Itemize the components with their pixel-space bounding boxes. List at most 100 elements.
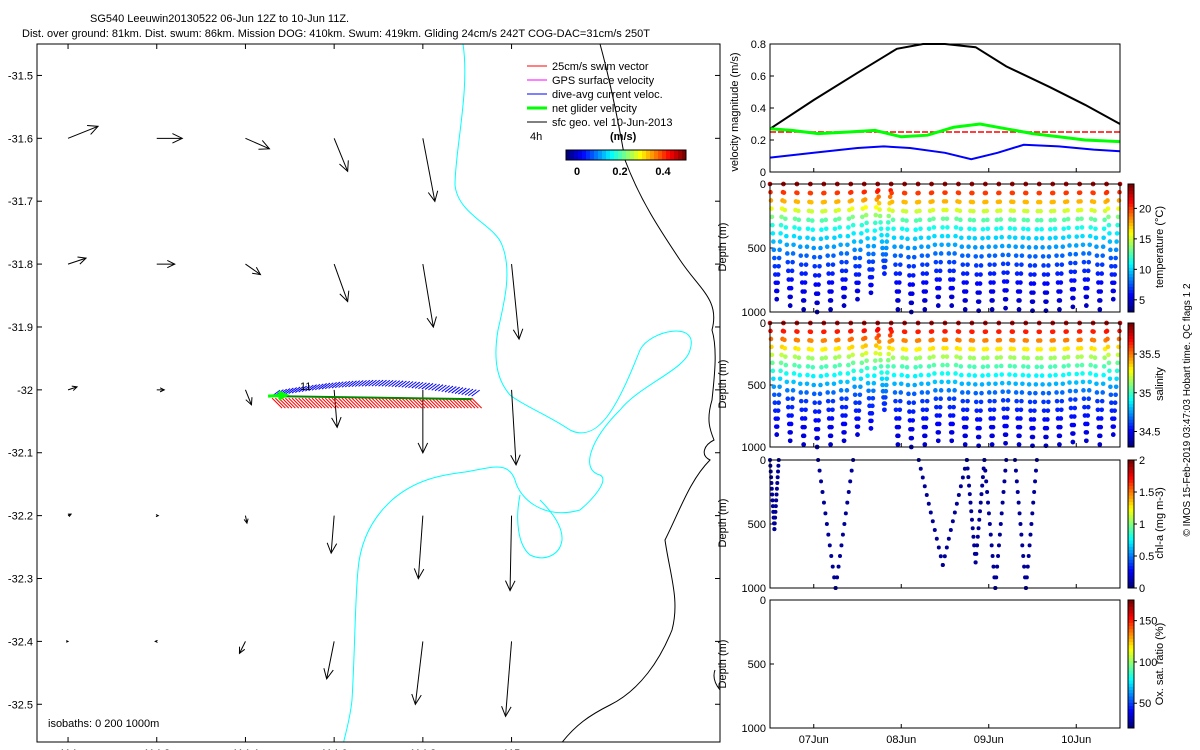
- map-colorbar-segment: [610, 150, 615, 160]
- panel-colorbar-segment: [1128, 632, 1134, 636]
- map-ytick-label: -31.5: [8, 70, 33, 82]
- profile-point: [871, 243, 877, 249]
- panel-colorbar-segment: [1128, 715, 1134, 719]
- sfc-velocity-arrow-head: [501, 705, 512, 718]
- profile-point: [903, 209, 909, 214]
- profile-point: [1066, 363, 1071, 368]
- profile-point: [1082, 404, 1087, 410]
- sfc-velocity-arrow-head: [167, 260, 176, 269]
- profile-point: [1025, 217, 1030, 223]
- profile-point: [838, 242, 843, 248]
- panel-colorbar-segment: [1128, 648, 1134, 652]
- dive-avg-current-vector: [468, 389, 477, 397]
- chl-profile-point: [967, 483, 972, 488]
- profile-point: [1047, 373, 1053, 378]
- profile-point: [850, 352, 855, 358]
- profile-point: [790, 388, 796, 393]
- profile-point: [1024, 338, 1030, 343]
- chl-profile-point: [979, 492, 984, 497]
- profile-point: [918, 226, 923, 232]
- profile-point: [946, 251, 952, 256]
- profile-point: [912, 382, 918, 388]
- date-tick-label: 08Jun: [886, 734, 916, 746]
- legend-label-sfc: sfc geo. vel 10-Jun-2013: [552, 117, 672, 129]
- chl-profile-point: [975, 534, 980, 539]
- panel-colorbar-segment: [1128, 248, 1134, 252]
- profile-point: [815, 291, 821, 297]
- panel-axes-box: [769, 599, 1121, 729]
- map-colorbar-segment: [602, 150, 607, 160]
- profile-point: [857, 400, 862, 406]
- profile-point: [1098, 289, 1104, 294]
- profile-point: [873, 350, 879, 356]
- profile-point: [977, 417, 983, 422]
- profile-point: [936, 430, 942, 435]
- sfc-velocity-arrow-head: [243, 518, 249, 525]
- profile-point: [980, 236, 985, 241]
- swim-vector: [334, 397, 346, 409]
- profile-point: [1064, 190, 1069, 196]
- profile-point: [860, 214, 865, 220]
- profile-point: [1084, 294, 1090, 300]
- sfc-velocity-arrow: [330, 515, 335, 554]
- profile-point: [976, 299, 982, 304]
- panel-colorbar-segment: [1128, 391, 1134, 395]
- chl-profile-point: [849, 468, 854, 473]
- profile-point: [789, 413, 794, 418]
- profile-point: [999, 380, 1005, 386]
- profile-point: [1026, 382, 1032, 387]
- profile-point: [869, 274, 875, 280]
- profile-point: [967, 217, 973, 223]
- panel-colorbar-segment: [1128, 305, 1134, 310]
- profile-point: [883, 395, 888, 400]
- panel-colorbar-segment: [1128, 400, 1134, 405]
- profile-point: [809, 338, 814, 344]
- chl-profile-point: [930, 519, 935, 524]
- chl-profile-point: [969, 517, 974, 522]
- panel-colorbar-segment: [1128, 381, 1134, 386]
- dive-avg-current-vector: [351, 380, 361, 388]
- panel-colorbar-segment: [1128, 341, 1134, 346]
- profile-point: [812, 273, 818, 278]
- sfc-velocity-arrow-head: [245, 397, 253, 406]
- profile-point: [998, 226, 1004, 231]
- profile-point: [904, 356, 909, 361]
- map-colorbar-frame: [565, 149, 687, 161]
- profile-point: [772, 263, 778, 269]
- profile-point: [783, 354, 788, 359]
- panel-colorbar-segment: [1128, 686, 1134, 691]
- profile-point: [1059, 262, 1065, 267]
- profile-point: [885, 370, 890, 375]
- profile-point: [994, 355, 1000, 361]
- profile-point: [929, 190, 935, 195]
- chl-profile-point: [773, 509, 778, 514]
- profile-point: [1075, 354, 1080, 360]
- chl-profile-point: [996, 554, 1001, 558]
- profile-point: [811, 245, 817, 251]
- profile-point: [970, 199, 976, 205]
- panel-colorbar-label: 10: [1139, 264, 1151, 276]
- profile-point: [1092, 208, 1097, 214]
- profile-point: [889, 199, 895, 205]
- sfc-velocity-arrow-head: [510, 454, 521, 467]
- profile-point: [1051, 199, 1056, 205]
- chl-profile-point: [774, 498, 779, 503]
- profile-point: [971, 355, 977, 361]
- map-xtick-label: 114.2: [143, 748, 170, 750]
- profile-point: [1045, 272, 1051, 277]
- panel-colorbar-segment: [1128, 501, 1134, 506]
- profile-point: [776, 255, 782, 261]
- profile-point: [1057, 298, 1063, 303]
- profile-point: [1033, 245, 1039, 250]
- panel-colorbar-segment: [1128, 397, 1134, 401]
- profile-point: [777, 239, 783, 244]
- dive-avg-current-vector: [298, 385, 307, 393]
- swim-vector: [398, 397, 409, 409]
- profile-point: [836, 207, 842, 213]
- profile-point: [857, 263, 862, 269]
- profile-point: [1091, 338, 1097, 343]
- chl-profile-point: [1021, 554, 1026, 558]
- profile-point: [1039, 236, 1045, 241]
- profile-point: [836, 354, 842, 359]
- profile-point: [1115, 360, 1120, 366]
